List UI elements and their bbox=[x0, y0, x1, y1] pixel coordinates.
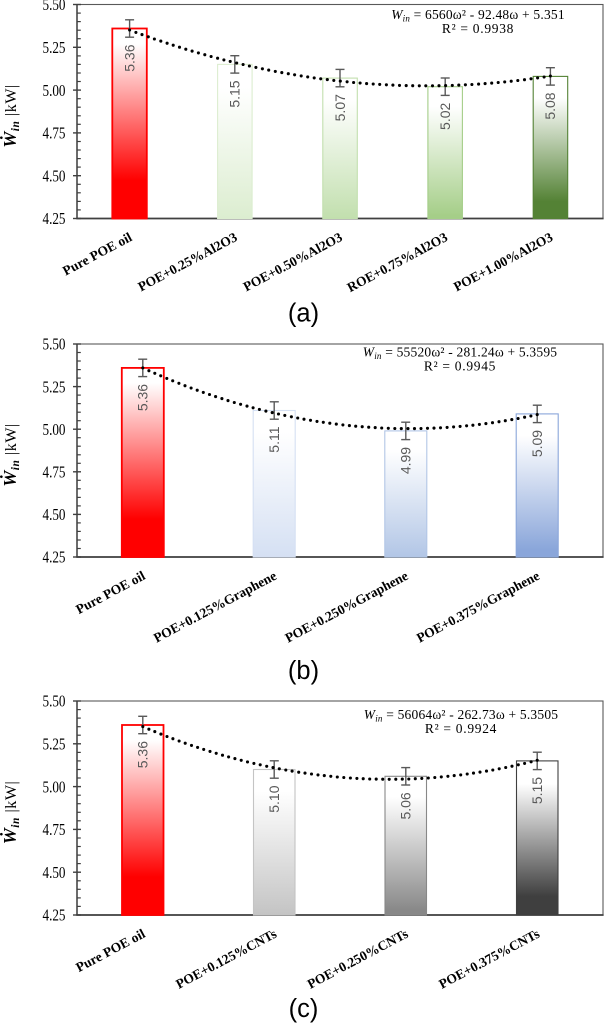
svg-text:5.06: 5.06 bbox=[398, 792, 414, 819]
svg-text:Win = 6560ω² - 92.48ω + 5.351: Win = 6560ω² - 92.48ω + 5.351 bbox=[391, 7, 565, 24]
svg-text:4.25: 4.25 bbox=[43, 906, 66, 925]
svg-text:5.10: 5.10 bbox=[266, 785, 282, 812]
svg-text:4.75: 4.75 bbox=[43, 124, 66, 143]
svg-text:Ẇin |kW|: Ẇin |kW| bbox=[0, 84, 22, 148]
svg-text:5.00: 5.00 bbox=[43, 777, 66, 796]
svg-text:Win = 55520ω² - 281.24ω + 5.35: Win = 55520ω² - 281.24ω + 5.3595 bbox=[363, 345, 558, 362]
svg-text:4.50: 4.50 bbox=[43, 863, 66, 882]
svg-text:5.25: 5.25 bbox=[43, 38, 66, 57]
svg-text:R² = 0.9945: R² = 0.9945 bbox=[424, 359, 496, 374]
svg-text:5.36: 5.36 bbox=[121, 44, 137, 71]
svg-text:5.09: 5.09 bbox=[529, 430, 545, 457]
svg-text:5.36: 5.36 bbox=[135, 741, 151, 768]
svg-text:5.07: 5.07 bbox=[332, 94, 348, 121]
svg-text:5.08: 5.08 bbox=[542, 92, 558, 119]
svg-text:5.15: 5.15 bbox=[529, 777, 545, 804]
svg-text:Ẇin |kW|: Ẇin |kW| bbox=[0, 423, 22, 487]
svg-text:(a): (a) bbox=[288, 300, 319, 328]
svg-text:4.50: 4.50 bbox=[43, 166, 66, 185]
svg-text:4.75: 4.75 bbox=[43, 820, 66, 839]
svg-text:(c): (c) bbox=[289, 995, 319, 1023]
svg-text:5.36: 5.36 bbox=[135, 384, 151, 411]
svg-text:5.02: 5.02 bbox=[437, 102, 453, 129]
svg-text:5.11: 5.11 bbox=[266, 426, 282, 452]
svg-text:Win = 56064ω² - 262.73ω + 5.35: Win = 56064ω² - 262.73ω + 5.3505 bbox=[364, 707, 559, 724]
svg-text:4.25: 4.25 bbox=[43, 209, 66, 228]
svg-text:5.50: 5.50 bbox=[43, 335, 66, 354]
svg-text:Ẇin |kW|: Ẇin |kW| bbox=[0, 781, 22, 845]
svg-text:5.00: 5.00 bbox=[43, 81, 66, 100]
svg-text:5.00: 5.00 bbox=[43, 420, 66, 439]
svg-text:4.99: 4.99 bbox=[398, 447, 414, 474]
svg-text:4.50: 4.50 bbox=[43, 505, 66, 524]
svg-text:4.75: 4.75 bbox=[43, 463, 66, 482]
svg-text:5.25: 5.25 bbox=[43, 735, 66, 754]
svg-text:5.50: 5.50 bbox=[43, 0, 66, 14]
svg-text:5.25: 5.25 bbox=[43, 377, 66, 396]
svg-text:R² = 0.9938: R² = 0.9938 bbox=[442, 21, 514, 36]
svg-text:5.50: 5.50 bbox=[43, 692, 66, 711]
svg-text:R² = 0.9924: R² = 0.9924 bbox=[425, 721, 497, 736]
svg-text:4.25: 4.25 bbox=[43, 548, 66, 567]
svg-text:5.15: 5.15 bbox=[227, 80, 243, 107]
svg-text:(b): (b) bbox=[288, 657, 319, 685]
